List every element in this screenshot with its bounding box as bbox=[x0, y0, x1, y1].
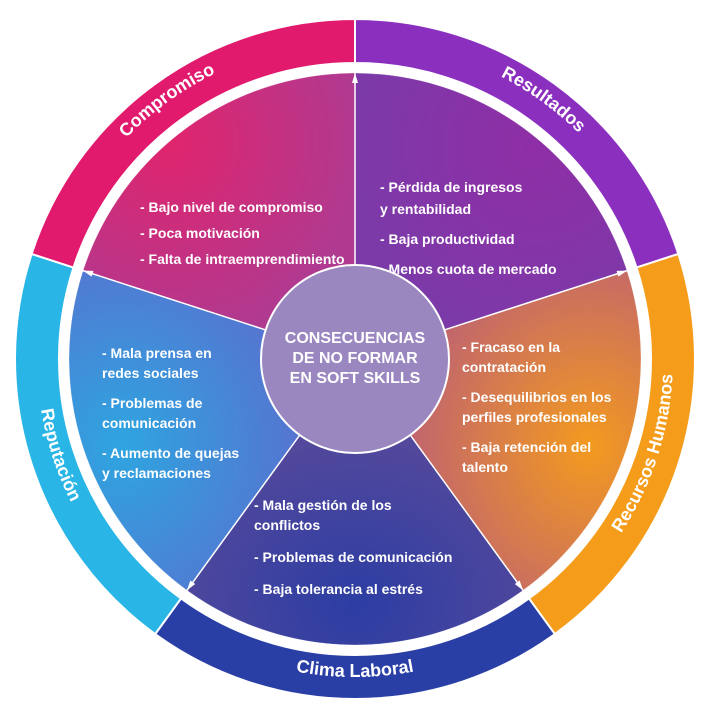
bullet-text: - Mala prensa en bbox=[102, 345, 212, 361]
bullet-text: - Problemas de bbox=[102, 395, 203, 411]
bullet-text: - Menos cuota de mercado bbox=[380, 261, 557, 277]
bullet-text: contratación bbox=[462, 359, 546, 375]
bullet-text: - Falta de intraemprendimiento bbox=[140, 251, 345, 267]
bullet-text: - Bajo nivel de compromiso bbox=[140, 199, 323, 215]
bullet-text: - Pérdida de ingresos bbox=[380, 179, 523, 195]
bullet-text: - Mala gestión de los bbox=[254, 497, 392, 513]
center-title: CONSECUENCIASDE NO FORMAREN SOFT SKILLS bbox=[285, 330, 426, 387]
bullet-text: - Desequilibrios en los bbox=[462, 389, 612, 405]
bullet-text: y rentabilidad bbox=[380, 201, 471, 217]
bullet-text: y reclamaciones bbox=[102, 465, 211, 481]
bullet-text: perfiles profesionales bbox=[462, 409, 607, 425]
bullet-text: - Baja tolerancia al estrés bbox=[254, 581, 423, 597]
soft-skills-wheel: ResultadosRecursos HumanosClima LaboralR… bbox=[0, 0, 710, 719]
bullet-text: - Baja retención del bbox=[462, 439, 591, 455]
bullet-text: - Aumento de quejas bbox=[102, 445, 239, 461]
bullet-text: talento bbox=[462, 459, 508, 475]
bullet-text: redes sociales bbox=[102, 365, 199, 381]
bullet-text: conflictos bbox=[254, 517, 320, 533]
bullet-text: - Problemas de comunicación bbox=[254, 549, 452, 565]
bullet-text: - Poca motivación bbox=[140, 225, 260, 241]
bullet-text: comunicación bbox=[102, 415, 196, 431]
bullet-text: - Fracaso en la bbox=[462, 339, 560, 355]
bullet-text: - Baja productividad bbox=[380, 231, 515, 247]
